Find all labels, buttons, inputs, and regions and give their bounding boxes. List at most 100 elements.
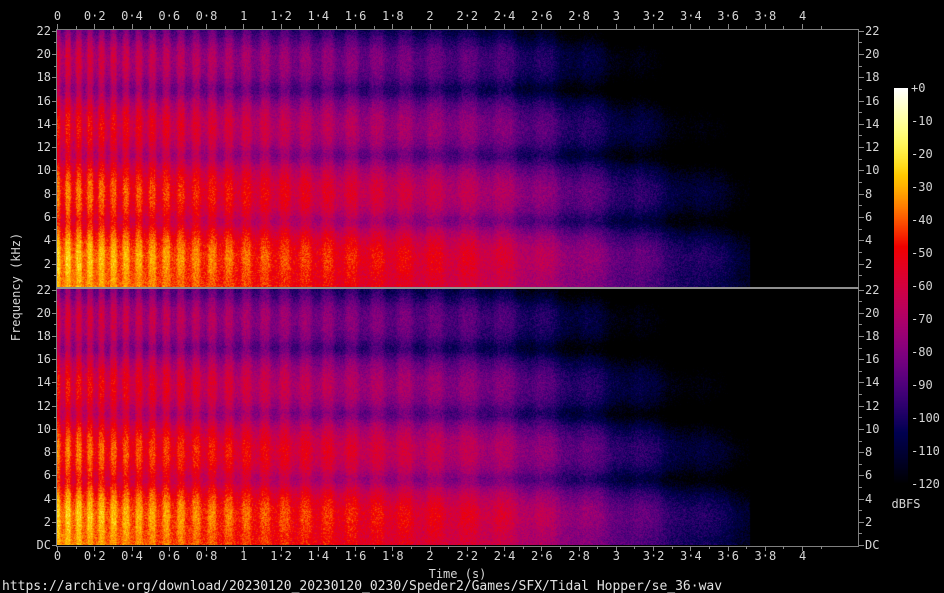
- colorbar-tick-label: +0: [911, 81, 926, 95]
- freq-tick-label: 8: [43, 187, 51, 201]
- time-tick-label: 0·2: [83, 549, 106, 563]
- freq-tick-label: 10: [36, 163, 51, 177]
- time-tick-label: 1·8: [381, 9, 404, 23]
- freq-minor-tick: [54, 89, 57, 90]
- time-tick-label: 0·2: [83, 9, 106, 23]
- time-tick-label: 0: [53, 549, 62, 563]
- time-minor-tick: [299, 546, 301, 549]
- time-tick: [392, 546, 394, 551]
- freq-tick: [859, 290, 864, 291]
- time-minor-tick: [150, 26, 152, 29]
- time-tick-label: 4: [798, 9, 807, 23]
- freq-tick: [52, 147, 57, 148]
- time-tick-label: 2: [426, 9, 434, 23]
- time-minor-tick: [708, 546, 710, 549]
- time-tick: [541, 546, 543, 551]
- freq-minor-tick: [54, 252, 57, 253]
- freq-tick-label: 6: [865, 210, 873, 224]
- freq-tick-label: 16: [36, 352, 51, 366]
- freq-minor-tick: [54, 301, 57, 302]
- freq-tick-label: 6: [865, 468, 873, 482]
- colorbar-tick-label: -70: [911, 312, 933, 326]
- time-tick: [690, 24, 692, 29]
- time-minor-tick: [820, 26, 822, 29]
- freq-tick-label: 18: [865, 70, 880, 84]
- colorbar-tick-label: -40: [911, 213, 933, 227]
- freq-tick: [52, 545, 57, 546]
- time-minor-tick: [671, 26, 673, 29]
- time-tick-label: 3: [612, 549, 620, 563]
- freq-tick: [52, 264, 57, 265]
- time-minor-tick: [112, 546, 114, 549]
- freq-tick: [859, 101, 864, 102]
- freq-minor-tick: [54, 229, 57, 230]
- time-tick-label: 3: [612, 9, 620, 23]
- time-minor-tick: [448, 546, 450, 549]
- freq-tick: [859, 313, 864, 314]
- freq-minor-tick: [859, 135, 862, 136]
- freq-minor-tick: [54, 205, 57, 206]
- freq-minor-tick: [859, 394, 862, 395]
- time-tick-label: 1·6: [344, 9, 367, 23]
- freq-tick: [859, 264, 864, 265]
- time-minor-tick: [448, 26, 450, 29]
- time-tick: [392, 24, 394, 29]
- freq-minor-tick: [859, 371, 862, 372]
- freq-tick-label: 22: [36, 24, 51, 38]
- freq-minor-tick: [54, 464, 57, 465]
- spectrogram-channel-2: [57, 289, 858, 545]
- time-minor-tick: [187, 26, 189, 29]
- freq-tick-label: 16: [36, 94, 51, 108]
- freq-tick-label: 8: [43, 445, 51, 459]
- time-tick-label: 3·6: [717, 9, 739, 23]
- freq-tick-label: 18: [36, 70, 51, 84]
- freq-tick-label: 8: [865, 187, 873, 201]
- freq-tick-label: 4: [865, 492, 873, 506]
- time-minor-tick: [336, 26, 338, 29]
- freq-minor-tick: [859, 112, 862, 113]
- time-tick-label: 0·8: [195, 549, 218, 563]
- time-tick: [615, 24, 617, 29]
- time-tick-label: 3·6: [717, 549, 739, 563]
- time-minor-tick: [410, 26, 412, 29]
- time-minor-tick: [112, 26, 114, 29]
- time-minor-tick: [597, 26, 599, 29]
- time-minor-tick: [671, 546, 673, 549]
- time-minor-tick: [485, 26, 487, 29]
- time-minor-tick: [187, 546, 189, 549]
- freq-minor-tick: [859, 510, 862, 511]
- time-tick-label: 2·8: [568, 549, 590, 563]
- time-tick: [355, 546, 357, 551]
- time-tick: [57, 24, 58, 29]
- freq-tick: [52, 313, 57, 314]
- time-tick: [653, 546, 655, 551]
- freq-tick: [52, 240, 57, 241]
- colorbar-tick-label: -60: [911, 279, 933, 293]
- freq-minor-tick: [859, 205, 862, 206]
- freq-tick-label: 4: [43, 492, 51, 506]
- freq-tick: [52, 217, 57, 218]
- time-minor-tick: [224, 26, 226, 29]
- colorbar-tick-label: -30: [911, 180, 933, 194]
- time-tick-label: 1·2: [270, 549, 292, 563]
- time-minor-tick: [783, 26, 785, 29]
- time-tick: [206, 546, 208, 551]
- time-tick: [206, 24, 208, 29]
- freq-tick-label: 14: [36, 117, 51, 131]
- time-tick: [317, 24, 319, 29]
- time-tick: [94, 546, 96, 551]
- time-tick: [466, 546, 468, 551]
- time-tick: [764, 24, 766, 29]
- freq-tick: [859, 545, 864, 546]
- time-minor-tick: [746, 26, 748, 29]
- freq-minor-tick: [54, 324, 57, 325]
- time-tick: [243, 24, 245, 29]
- colorbar-unit-label: dBFS: [891, 497, 921, 511]
- time-minor-tick: [373, 546, 375, 549]
- time-tick-label: 2·2: [456, 549, 479, 563]
- freq-tick-label: 22: [36, 283, 51, 297]
- time-minor-tick: [559, 26, 561, 29]
- freq-tick-label: 14: [36, 375, 51, 389]
- freq-tick-label: 16: [865, 94, 880, 108]
- freq-tick: [859, 77, 864, 78]
